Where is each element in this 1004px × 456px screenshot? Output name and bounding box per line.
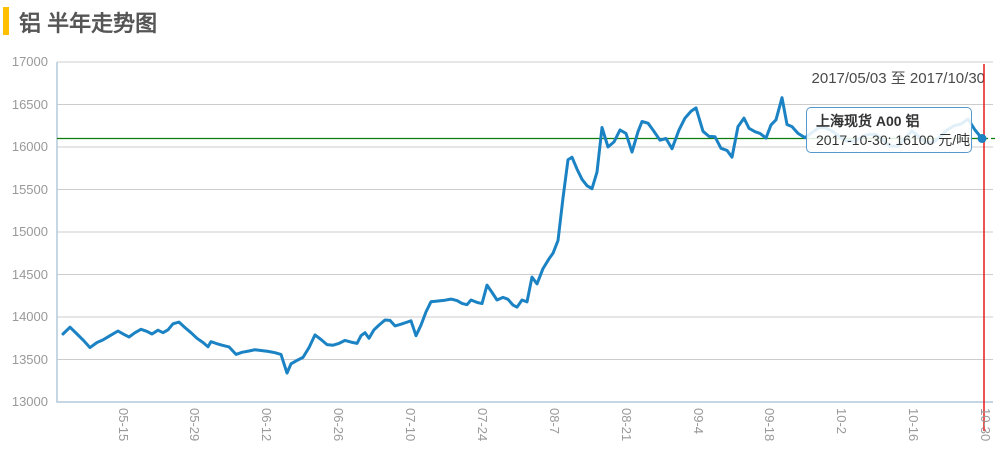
x-tick-label: 05-29 — [187, 408, 203, 442]
y-tick-label: 15500 — [11, 181, 48, 197]
y-tick-label: 16000 — [11, 139, 48, 154]
x-tick-label: 06-12 — [259, 408, 275, 442]
x-tick-label: 05-15 — [115, 408, 131, 442]
y-tick-label: 13500 — [11, 351, 48, 367]
y-tick-label: 13000 — [11, 394, 48, 409]
x-tick-label: 07-10 — [403, 408, 419, 442]
y-tick-label: 17000 — [11, 54, 48, 69]
tooltip-value: 2017-10-30: 16100 元/吨 — [816, 132, 971, 148]
chart-header: 铝 半年走势图 — [0, 0, 1004, 46]
x-tick-label: 07-24 — [474, 408, 490, 442]
y-tick-label: 15000 — [11, 224, 48, 239]
page-title: 铝 半年走势图 — [19, 11, 158, 36]
axis-border — [56, 62, 993, 403]
date-range-label: 2017/05/03 至 2017/10/30 — [811, 70, 985, 87]
x-tick-label: 09-18 — [762, 408, 778, 442]
price-line — [61, 96, 984, 375]
x-tick-label: 06-26 — [331, 408, 347, 442]
x-tick-label: 10-2 — [834, 408, 850, 435]
x-tick-label: 08-7 — [546, 408, 562, 435]
y-tick-label: 16500 — [11, 96, 48, 112]
x-tick-label: 09-4 — [690, 408, 706, 435]
last-point-dot — [977, 134, 987, 143]
tooltip: 上海现货 A00 铝 2017-10-30: 16100 元/吨 — [806, 107, 972, 153]
y-tick-label: 14500 — [11, 266, 48, 282]
x-tick-label: 08-21 — [618, 408, 634, 442]
x-tick-label: 10-30 — [978, 408, 994, 442]
x-tick-label: 10-16 — [906, 408, 922, 442]
tooltip-series-name: 上海现货 A00 铝 — [816, 113, 920, 129]
y-tick-label: 14000 — [11, 309, 48, 324]
title-accent-bar — [3, 7, 9, 35]
